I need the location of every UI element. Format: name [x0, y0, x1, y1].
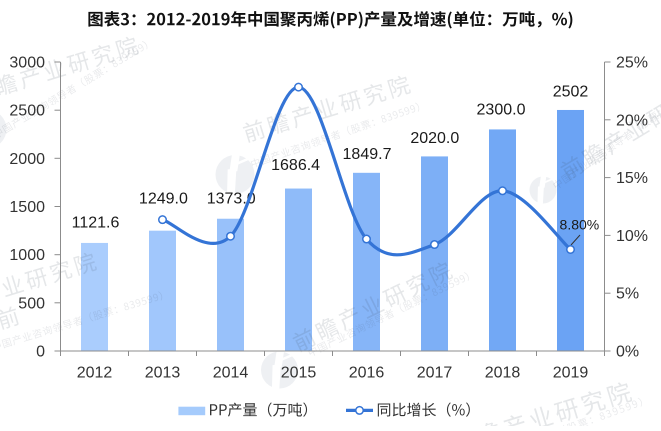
svg-text:3000: 3000 — [9, 55, 45, 72]
svg-text:1373.0: 1373.0 — [207, 190, 256, 207]
svg-text:20%: 20% — [616, 112, 648, 129]
svg-text:2000: 2000 — [9, 151, 45, 168]
svg-text:2019: 2019 — [553, 365, 589, 382]
svg-text:0%: 0% — [616, 344, 639, 361]
svg-text:0: 0 — [36, 344, 45, 361]
svg-text:1500: 1500 — [9, 199, 45, 216]
svg-text:1849.7: 1849.7 — [343, 146, 392, 163]
svg-text:2018: 2018 — [485, 365, 521, 382]
svg-text:2012: 2012 — [77, 365, 113, 382]
svg-text:1249.0: 1249.0 — [139, 190, 188, 207]
svg-text:10%: 10% — [616, 228, 648, 245]
svg-text:2013: 2013 — [145, 365, 181, 382]
svg-text:2502: 2502 — [553, 83, 589, 100]
svg-text:1000: 1000 — [9, 247, 45, 264]
svg-text:25%: 25% — [616, 55, 648, 72]
svg-text:500: 500 — [18, 295, 45, 312]
svg-text:2300.0: 2300.0 — [477, 102, 526, 119]
svg-text:2020.0: 2020.0 — [410, 130, 459, 147]
svg-text:2500: 2500 — [9, 103, 45, 120]
svg-text:1121.6: 1121.6 — [72, 215, 120, 232]
svg-text:2016: 2016 — [349, 365, 385, 382]
svg-text:2015: 2015 — [281, 365, 317, 382]
svg-text:8.80%: 8.80% — [560, 217, 600, 233]
svg-text:2014: 2014 — [213, 365, 249, 382]
svg-text:1686.4: 1686.4 — [271, 157, 320, 174]
svg-text:5%: 5% — [616, 286, 639, 303]
svg-text:15%: 15% — [616, 170, 648, 187]
svg-text:2017: 2017 — [417, 365, 453, 382]
